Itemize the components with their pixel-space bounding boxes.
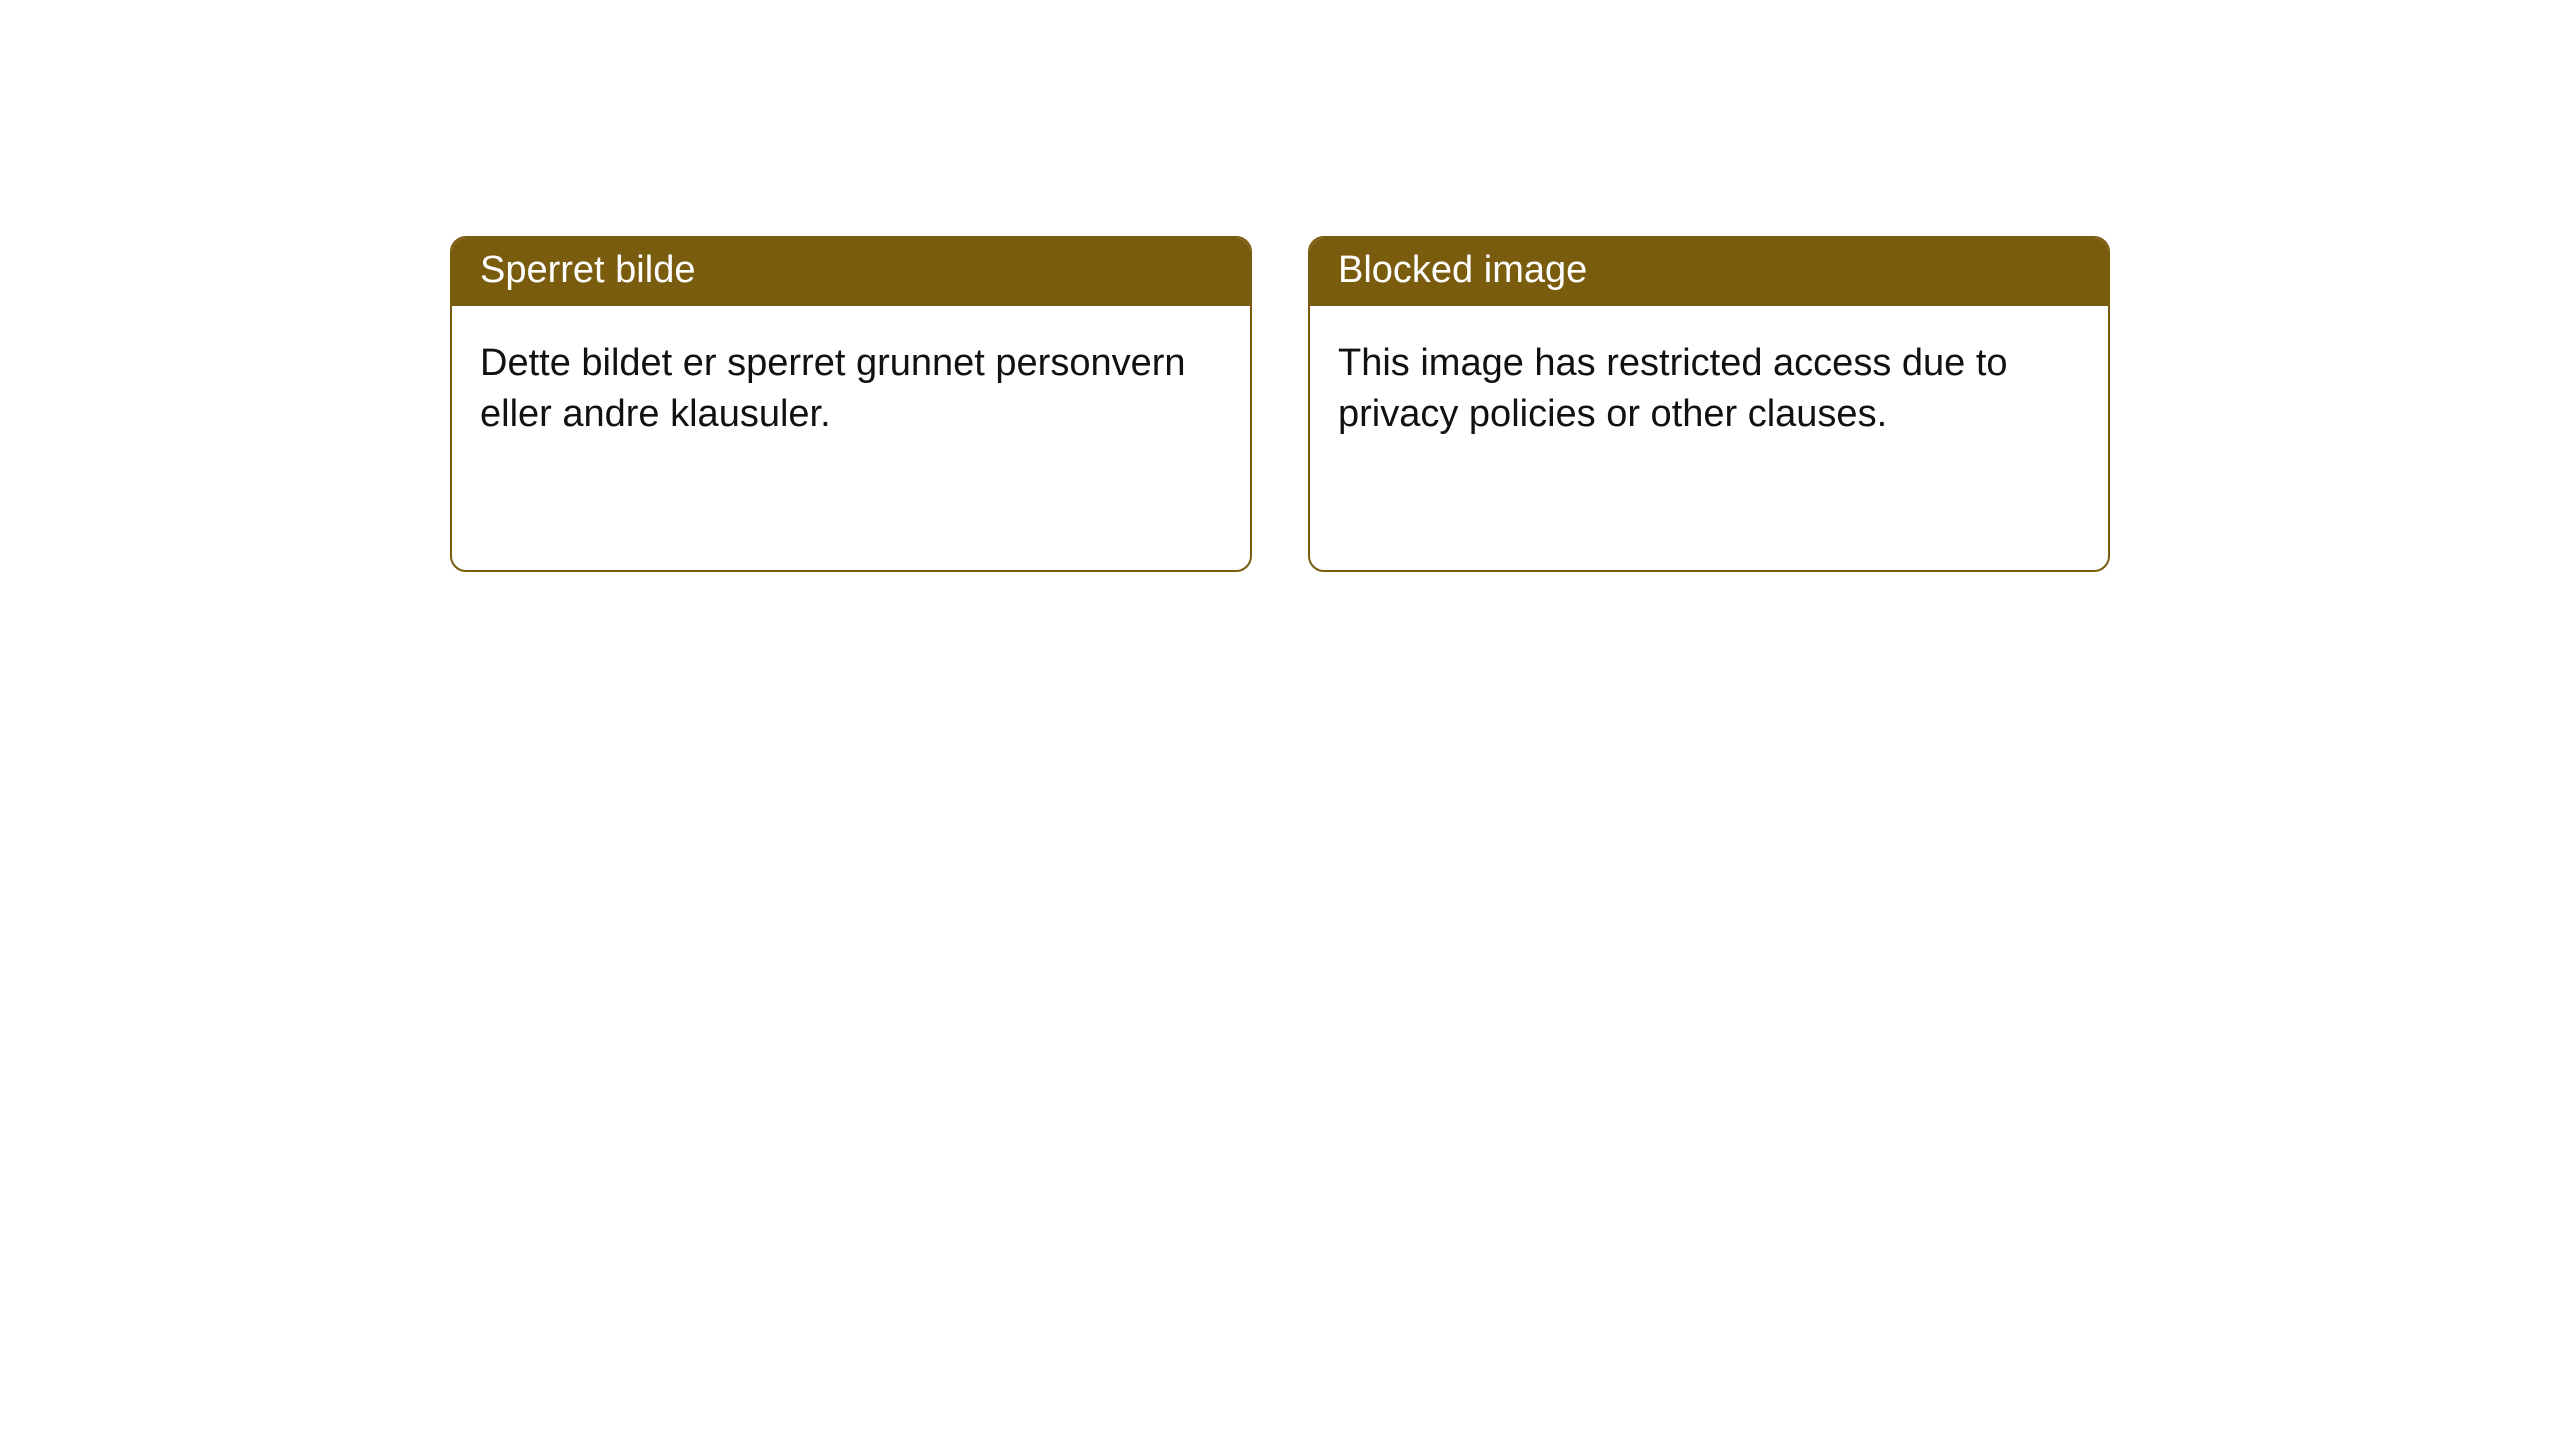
card-english: Blocked image This image has restricted … bbox=[1308, 236, 2110, 572]
card-body: This image has restricted access due to … bbox=[1310, 306, 2108, 473]
card-header: Sperret bilde bbox=[452, 238, 1250, 306]
card-container: Sperret bilde Dette bildet er sperret gr… bbox=[450, 236, 2560, 572]
card-body: Dette bildet er sperret grunnet personve… bbox=[452, 306, 1250, 473]
card-header: Blocked image bbox=[1310, 238, 2108, 306]
card-norwegian: Sperret bilde Dette bildet er sperret gr… bbox=[450, 236, 1252, 572]
